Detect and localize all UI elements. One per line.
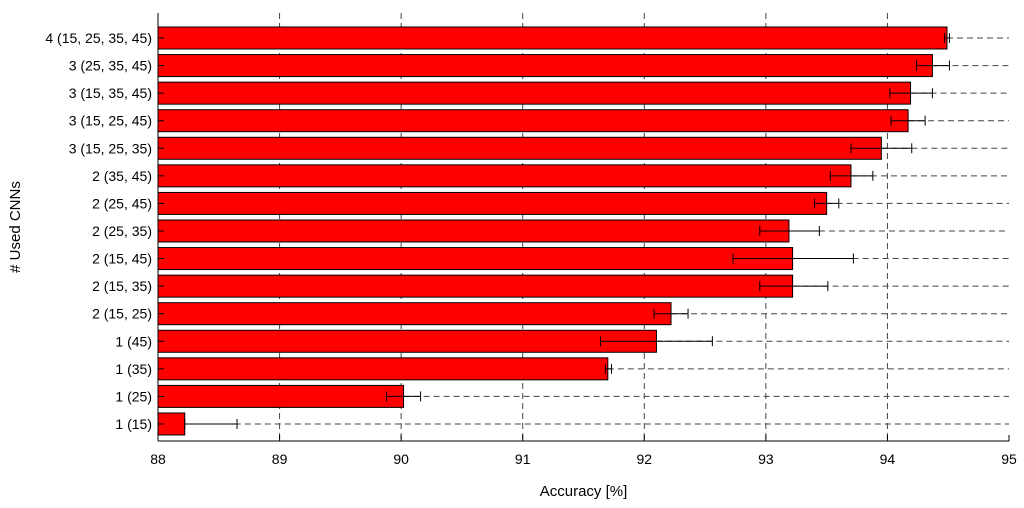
y-tick-label: 1 (15) bbox=[115, 416, 152, 432]
bars bbox=[157, 26, 948, 436]
x-tick-label: 91 bbox=[515, 451, 531, 467]
y-tick-label: 2 (15, 45) bbox=[92, 251, 152, 267]
bar bbox=[157, 384, 405, 408]
bar bbox=[157, 81, 912, 105]
bar bbox=[157, 302, 672, 326]
y-tick-label: 3 (15, 35, 45) bbox=[69, 85, 152, 101]
y-tick-label: 1 (45) bbox=[115, 333, 152, 349]
y-tick-label: 2 (25, 35) bbox=[92, 223, 152, 239]
bar bbox=[157, 26, 948, 50]
error-bars bbox=[184, 33, 950, 429]
y-tick-label: 1 (25) bbox=[115, 388, 152, 404]
bar bbox=[157, 191, 828, 215]
x-tick-label: 88 bbox=[150, 451, 166, 467]
y-tick-label: 2 (15, 25) bbox=[92, 306, 152, 322]
bar bbox=[157, 164, 852, 188]
bar bbox=[157, 54, 933, 78]
x-tick-label: 92 bbox=[636, 451, 652, 467]
bar bbox=[157, 274, 794, 298]
x-tick-label: 93 bbox=[758, 451, 774, 467]
x-tick-label: 94 bbox=[880, 451, 896, 467]
y-tick-label: 1 (35) bbox=[115, 361, 152, 377]
y-tick-label: 2 (15, 35) bbox=[92, 278, 152, 294]
y-tick-labels: 4 (15, 25, 35, 45) 3 (25, 35, 45) 3 (15, 3… bbox=[45, 30, 152, 432]
y-tick-label: 3 (25, 35, 45) bbox=[69, 58, 152, 74]
bar bbox=[157, 219, 790, 243]
bar bbox=[157, 109, 909, 133]
y-tick-label: 3 (15, 25, 35) bbox=[69, 140, 152, 156]
bar bbox=[157, 136, 882, 160]
y-tick-label: 2 (35, 45) bbox=[92, 168, 152, 184]
y-axis-label: # Used CNNs bbox=[7, 181, 24, 273]
axes bbox=[157, 13, 1010, 442]
y-tick-label: 2 (25, 45) bbox=[92, 195, 152, 211]
x-tick-label: 90 bbox=[393, 451, 409, 467]
x-axis-label: Accuracy [%] bbox=[540, 483, 628, 500]
bar bbox=[157, 329, 657, 353]
y-tick-label: 3 (15, 25, 45) bbox=[69, 113, 152, 129]
bar bbox=[157, 247, 794, 271]
x-tick-labels: 88 89 90 91 92 93 94 95 bbox=[150, 451, 1017, 467]
x-tick-label: 89 bbox=[272, 451, 288, 467]
x-tick-label: 95 bbox=[1001, 451, 1017, 467]
y-tick-label: 4 (15, 25, 35, 45) bbox=[45, 30, 152, 46]
bar bbox=[157, 357, 609, 381]
